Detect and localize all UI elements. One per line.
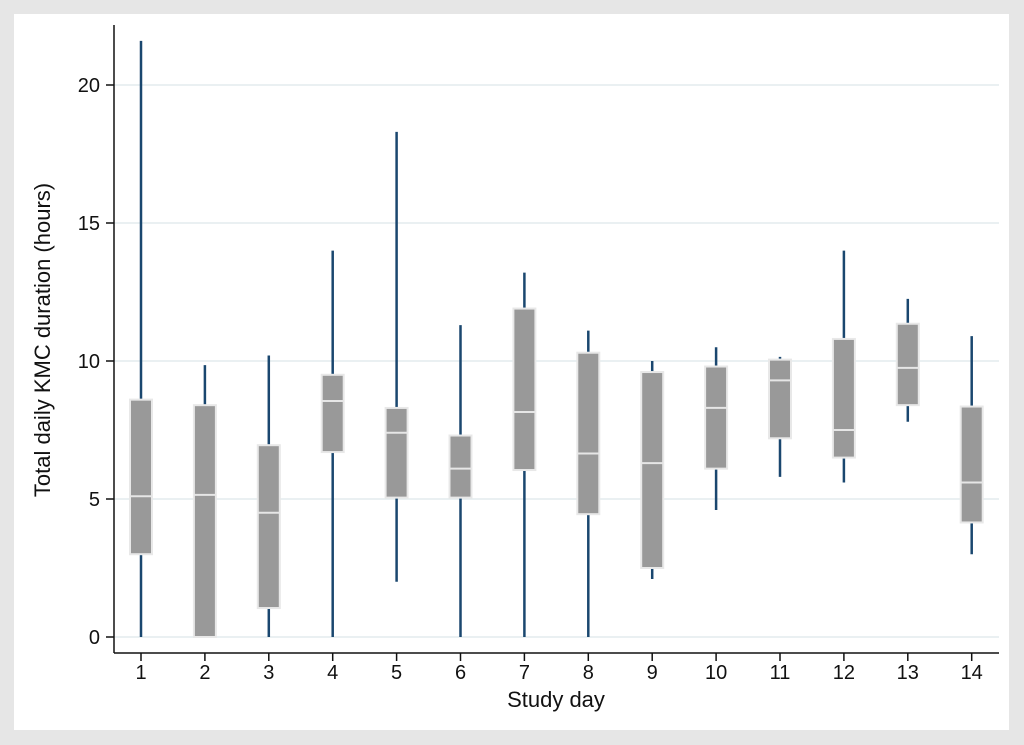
iqr-box [959,405,984,524]
iqr-box [640,371,665,570]
iqr-box [192,404,217,638]
iqr-box [129,398,153,556]
x-tick-label: 5 [391,662,402,684]
y-tick-label: 20 [78,75,100,97]
x-tick-label: 8 [583,662,594,684]
y-tick-label: 5 [89,489,100,511]
iqr-box [895,322,920,407]
x-tick-label: 4 [327,662,338,684]
x-tick-label: 10 [705,662,727,684]
iqr-box [448,434,473,499]
x-tick-label: 1 [135,662,146,684]
y-tick-label: 15 [78,213,100,235]
y-axis-ticks: 0 5 10 15 20 [78,75,114,649]
x-tick-label: 9 [647,662,658,684]
iqr-box [768,358,792,440]
iqr-box [512,307,537,472]
iqr-box [704,365,729,470]
x-tick-label: 2 [199,662,210,684]
y-axis-title: Total daily KMC duration (hours) [30,183,55,497]
x-axis-ticks: 1 2 3 4 5 6 7 8 9 10 11 12 13 14 [135,653,983,684]
iqr-box [256,444,281,610]
iqr-box [384,406,409,499]
x-tick-label: 14 [961,662,983,684]
iqr-box [576,351,601,516]
x-axis-title: Study day [507,687,605,712]
x-tick-label: 3 [263,662,274,684]
x-tick-label: 7 [519,662,530,684]
plot-area [114,25,999,652]
x-tick-label: 12 [833,662,855,684]
iqr-box [831,337,856,459]
x-tick-label: 13 [897,662,919,684]
x-tick-label: 11 [770,662,791,684]
y-tick-label: 0 [89,627,100,649]
boxes [129,40,984,638]
y-tick-label: 10 [78,351,100,373]
x-tick-label: 6 [455,662,466,684]
iqr-box [320,373,345,454]
